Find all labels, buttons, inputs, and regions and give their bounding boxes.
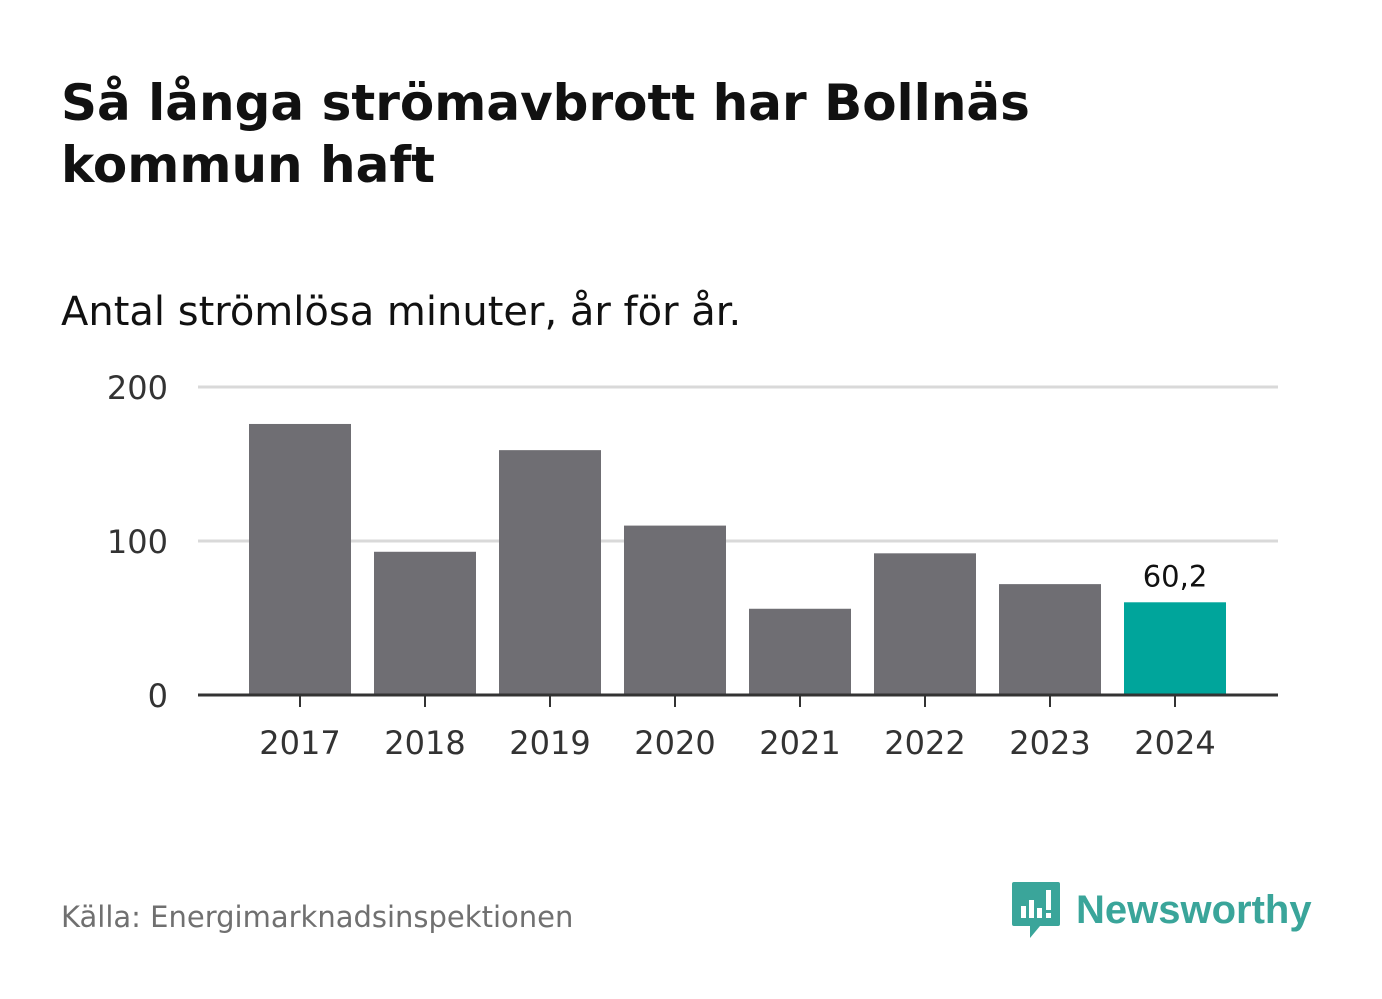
x-tick-label: 2019 — [509, 724, 590, 762]
x-tick-label: 2023 — [1009, 724, 1090, 762]
source-note: Källa: Energimarknadsinspektionen — [61, 900, 574, 934]
y-tick-label: 200 — [107, 369, 168, 407]
bar — [249, 423, 351, 695]
bar — [499, 450, 601, 695]
chart-subtitle: Antal strömlösa minuter, år för år. — [61, 289, 742, 335]
bar — [999, 584, 1101, 695]
x-tick-label: 2021 — [759, 724, 840, 762]
brand-name: Newsworthy — [1076, 887, 1312, 932]
bar-highlight — [1124, 602, 1226, 695]
x-tick-label: 2017 — [259, 724, 340, 762]
bar — [874, 553, 976, 695]
x-tick-label: 2020 — [634, 724, 715, 762]
newsworthy-logo-icon — [1012, 882, 1060, 938]
bar — [624, 525, 726, 695]
x-tick-label: 2022 — [884, 724, 965, 762]
brand-logo: Newsworthy — [1010, 880, 1312, 940]
chart-title: Så långa strömavbrott har Bollnäs kommun… — [61, 74, 1030, 194]
y-tick-label: 0 — [148, 677, 168, 715]
bar — [749, 608, 851, 695]
data-label: 60,2 — [1143, 559, 1208, 593]
x-tick-label: 2018 — [384, 724, 465, 762]
y-tick-label: 100 — [107, 523, 168, 561]
bar — [374, 551, 476, 695]
x-tick-label: 2024 — [1134, 724, 1215, 762]
